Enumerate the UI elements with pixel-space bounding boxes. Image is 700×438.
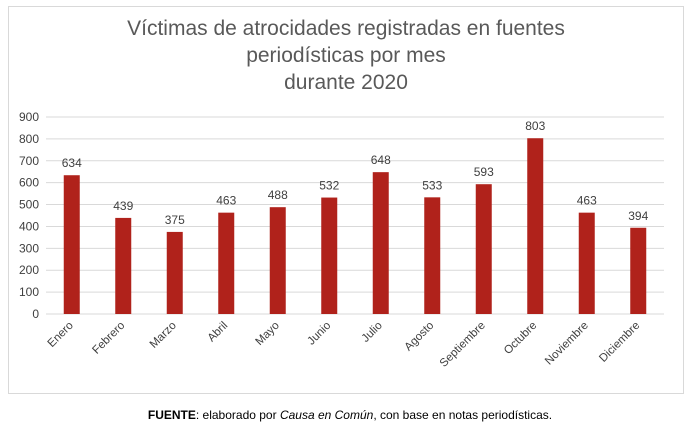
- data-label: 533: [422, 178, 442, 192]
- y-tick-label: 100: [19, 285, 39, 299]
- chart-title-line-2: periodísticas por mes: [246, 44, 446, 67]
- chart-title-line-1: Víctimas de atrocidades registradas en f…: [127, 17, 565, 40]
- x-tick-label: Abril: [206, 320, 231, 345]
- x-tick-label: Octubre: [502, 320, 539, 357]
- bar: [321, 197, 338, 314]
- chart-frame: [8, 6, 684, 394]
- data-label: 634: [62, 156, 82, 170]
- x-tick-label: Septiembre: [438, 320, 488, 370]
- data-label: 439: [113, 199, 133, 213]
- source-label: FUENTE: [147, 408, 196, 422]
- x-tick-label: Agosto: [403, 320, 437, 354]
- bar: [166, 231, 183, 314]
- data-label: 463: [216, 194, 236, 208]
- x-tick-label: Febrero: [90, 320, 127, 357]
- x-tick-label: Diciembre: [597, 320, 642, 365]
- y-tick-label: 800: [19, 132, 39, 146]
- data-label: 488: [268, 188, 288, 202]
- y-tick-label: 400: [19, 219, 39, 233]
- bar: [218, 212, 235, 314]
- y-tick-label: 200: [19, 263, 39, 277]
- source-note: FUENTE: elaborado por Causa en Común, co…: [0, 408, 700, 422]
- data-label: 593: [474, 165, 494, 179]
- bar: [475, 184, 492, 314]
- y-tick-label: 700: [19, 154, 39, 168]
- x-tick-label: Mayo: [253, 320, 281, 348]
- y-tick-label: 0: [32, 307, 39, 321]
- y-tick-label: 600: [19, 176, 39, 190]
- bar: [372, 172, 389, 314]
- bar: [578, 212, 595, 314]
- data-label: 803: [525, 119, 545, 133]
- y-tick-label: 500: [19, 198, 39, 212]
- bar: [630, 227, 647, 314]
- source-text-after: , con base en notas periodísticas.: [373, 408, 553, 422]
- bar: [424, 197, 441, 314]
- bar: [115, 217, 132, 314]
- data-label: 648: [371, 153, 391, 167]
- source-organization: Causa en Común: [279, 408, 374, 422]
- x-tick-label: Junio: [305, 320, 333, 348]
- x-tick-label: Noviembre: [543, 320, 591, 368]
- y-tick-label: 300: [19, 241, 39, 255]
- x-tick-label: Julio: [360, 320, 385, 345]
- data-label: 463: [577, 194, 597, 208]
- bar: [527, 138, 544, 314]
- data-label: 375: [165, 213, 185, 227]
- bar: [63, 175, 80, 314]
- data-label: 394: [628, 209, 648, 223]
- x-tick-label: Marzo: [148, 320, 179, 351]
- source-text-before: : elaborado por: [195, 408, 280, 422]
- y-tick-label: 900: [19, 110, 39, 124]
- chart-title-line-3: durante 2020: [284, 71, 408, 94]
- x-tick-label: Enero: [46, 320, 76, 350]
- data-label: 532: [319, 179, 339, 193]
- bar: [269, 207, 286, 314]
